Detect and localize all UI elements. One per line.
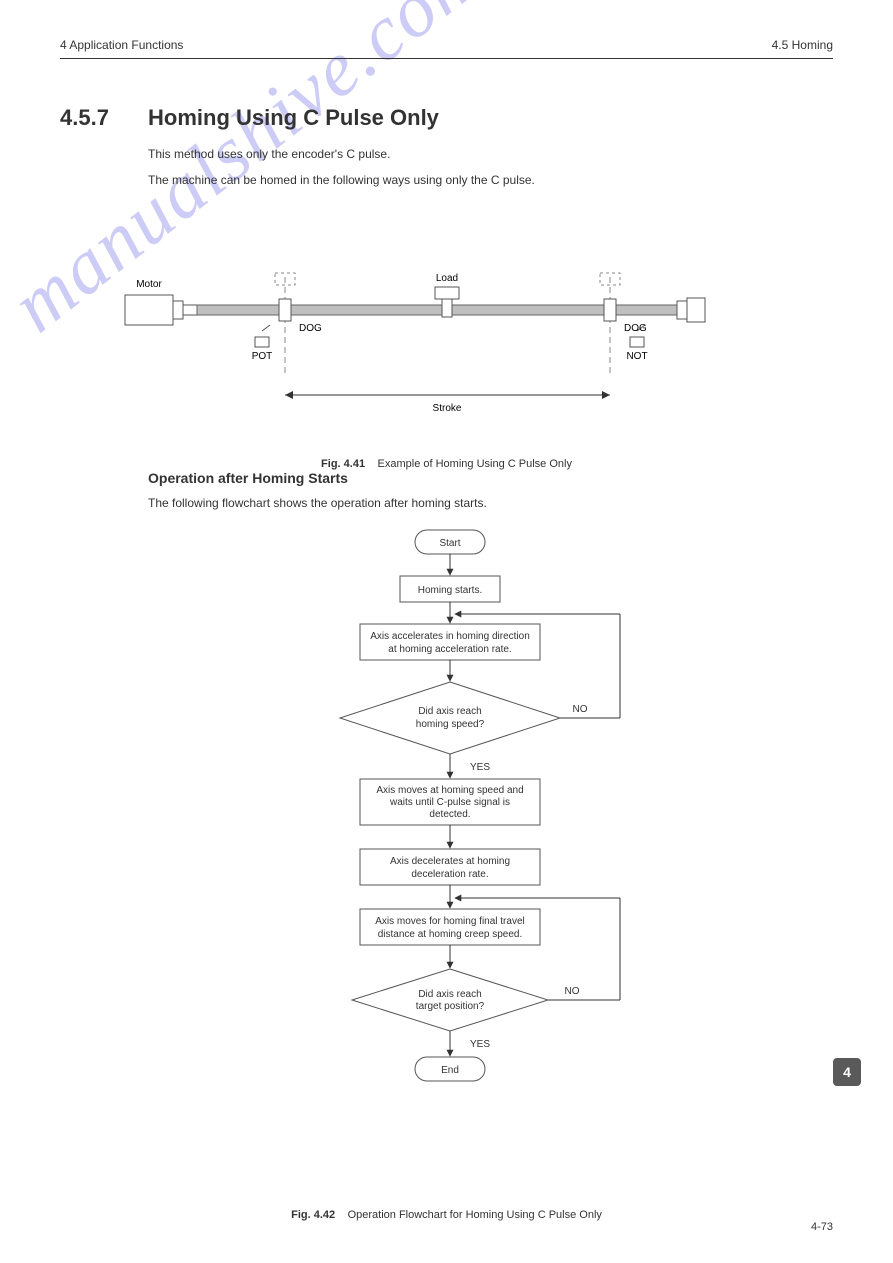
fig42-label: Fig. 4.42: [291, 1209, 335, 1221]
svg-text:Start: Start: [439, 538, 460, 549]
label-motor: Motor: [136, 279, 162, 290]
svg-text:NO: NO: [565, 986, 580, 997]
svg-text:Homing starts.: Homing starts.: [418, 585, 482, 596]
label-pot: POT: [252, 351, 273, 362]
svg-text:Axis moves for homing final tr: Axis moves for homing final travel: [375, 916, 525, 927]
svg-text:waits until C-pulse signal is: waits until C-pulse signal is: [389, 797, 510, 808]
header-right: 4.5 Homing: [772, 38, 833, 52]
svg-text:YES: YES: [470, 1039, 490, 1050]
subsection-text: The following flowchart shows the operat…: [148, 494, 833, 512]
label-dog-right: DOG: [624, 323, 647, 334]
fig42-text: Operation Flowchart for Homing Using C P…: [348, 1209, 602, 1221]
svg-text:Did axis reach: Did axis reach: [418, 989, 481, 1000]
label-dog-left: DOG: [299, 323, 322, 334]
svg-text:homing speed?: homing speed?: [416, 719, 485, 730]
intro-line-2: The machine can be homed in the followin…: [148, 171, 833, 189]
intro-line-1: This method uses only the encoder's C pu…: [148, 145, 833, 163]
section-number: 4.5.7: [60, 105, 109, 131]
svg-text:distance at homing creep speed: distance at homing creep speed.: [378, 929, 523, 940]
label-load: Load: [436, 273, 458, 284]
svg-text:Did axis reach: Did axis reach: [418, 706, 481, 717]
mechanical-diagram: Motor POT DOG Load DOG NOT Stroke Fig. 4…: [0, 225, 893, 472]
page-number: 4-73: [811, 1221, 833, 1233]
fig41-text: Example of Homing Using C Pulse Only: [378, 458, 572, 470]
section-intro: This method uses only the encoder's C pu…: [148, 145, 833, 197]
header-left: 4 Application Functions: [60, 38, 183, 52]
label-stroke: Stroke: [433, 403, 462, 414]
svg-text:End: End: [441, 1065, 459, 1076]
fig41-label: Fig. 4.41: [321, 458, 365, 470]
svg-text:Axis accelerates in homing dir: Axis accelerates in homing direction: [370, 631, 530, 642]
svg-text:deceleration rate.: deceleration rate.: [411, 869, 488, 880]
svg-text:YES: YES: [470, 762, 490, 773]
page-header: 4 Application Functions 4.5 Homing: [60, 38, 833, 59]
svg-text:Axis moves at homing speed and: Axis moves at homing speed and: [376, 785, 523, 796]
subsection-heading: Operation after Homing Starts: [148, 470, 833, 486]
svg-text:at homing acceleration rate.: at homing acceleration rate.: [388, 644, 511, 655]
svg-text:target position?: target position?: [416, 1001, 485, 1012]
svg-text:NO: NO: [573, 704, 588, 715]
subsection: Operation after Homing Starts The follow…: [148, 470, 833, 512]
flowchart-diagram: Start Homing starts. Axis accelerates in…: [0, 520, 893, 1223]
svg-text:detected.: detected.: [429, 809, 470, 820]
chapter-tab: 4: [833, 1058, 861, 1086]
svg-text:Axis decelerates at homing: Axis decelerates at homing: [390, 856, 510, 867]
label-not: NOT: [626, 351, 647, 362]
section-title: Homing Using C Pulse Only: [148, 105, 439, 131]
